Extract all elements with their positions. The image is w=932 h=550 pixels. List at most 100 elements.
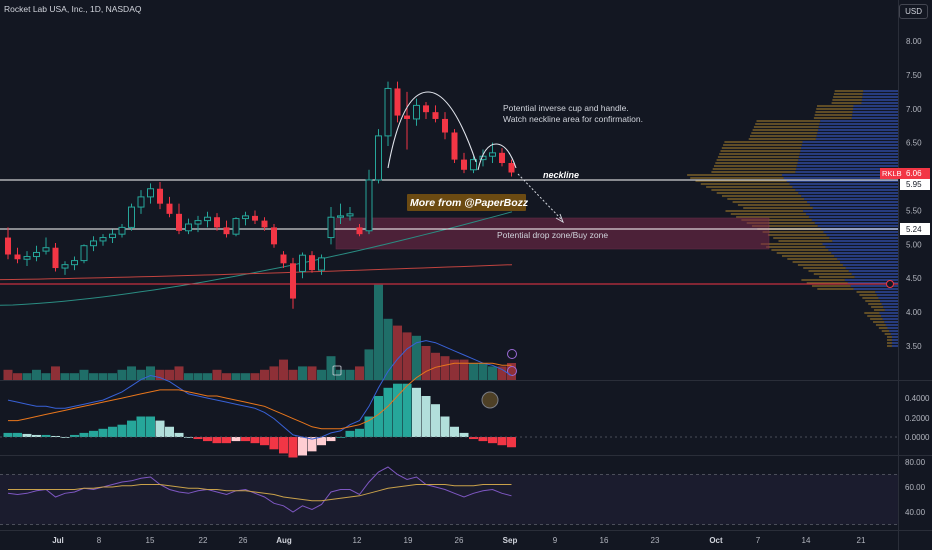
vp-bar-blue bbox=[879, 312, 898, 314]
vp-bar-blue bbox=[876, 294, 898, 296]
candle bbox=[185, 218, 192, 235]
candle-body bbox=[5, 237, 11, 255]
macd-hist-bar bbox=[136, 416, 146, 437]
vp-bar-blue bbox=[808, 216, 898, 218]
vp-bar-gold bbox=[833, 93, 863, 95]
candle-body bbox=[99, 237, 107, 242]
candle bbox=[147, 183, 154, 204]
candle-body bbox=[194, 220, 202, 225]
candle bbox=[242, 211, 249, 226]
vp-bar-blue bbox=[875, 291, 898, 293]
macd-hist-bar bbox=[402, 383, 412, 437]
macd-hist-bar bbox=[203, 437, 212, 442]
macd-hist-bar bbox=[174, 432, 184, 437]
vp-bar-blue bbox=[803, 210, 898, 212]
candle-body bbox=[461, 159, 467, 170]
vp-bar-blue bbox=[851, 273, 898, 275]
candle-body bbox=[252, 215, 258, 221]
candle bbox=[327, 207, 335, 245]
candle bbox=[176, 203, 182, 235]
candle-body bbox=[346, 213, 354, 217]
rsi-tick-label: 40.00 bbox=[905, 508, 926, 517]
candle-body bbox=[423, 105, 429, 113]
macd-hist-bar bbox=[459, 432, 469, 437]
time-tick-label: 26 bbox=[455, 536, 464, 545]
time-tick-label: 14 bbox=[802, 536, 811, 545]
candle bbox=[42, 237, 50, 255]
currency-button[interactable]: USD bbox=[899, 4, 928, 19]
candle bbox=[470, 156, 477, 174]
volume-bar bbox=[298, 366, 307, 380]
vp-bar-blue bbox=[796, 168, 898, 170]
macd-tick-label: 0.4000 bbox=[905, 394, 930, 403]
vp-bar-gold bbox=[874, 309, 885, 311]
volume-bar bbox=[250, 373, 260, 380]
price-tick-label: 5.50 bbox=[906, 206, 922, 215]
handle-arc bbox=[477, 143, 517, 171]
vp-bar-gold bbox=[767, 234, 827, 236]
candle bbox=[299, 252, 306, 279]
vp-bar-blue bbox=[812, 207, 898, 209]
vp-bar-gold bbox=[803, 267, 846, 269]
buy-zone bbox=[335, 217, 770, 250]
candles[interactable] bbox=[5, 81, 515, 309]
candle-body bbox=[128, 206, 135, 228]
vp-bar-gold bbox=[856, 291, 876, 293]
macd-hist-bar bbox=[497, 437, 507, 446]
time-tick-label: 7 bbox=[756, 536, 761, 545]
macd-pane bbox=[0, 340, 898, 458]
vp-bar-blue bbox=[783, 177, 898, 179]
candle bbox=[413, 98, 420, 126]
vp-bar-gold bbox=[776, 252, 832, 254]
ma-red-line bbox=[0, 264, 513, 281]
vp-bar-blue bbox=[800, 150, 898, 152]
vp-bar-blue bbox=[782, 174, 898, 176]
vp-bar-gold bbox=[787, 258, 838, 260]
volume-bar bbox=[212, 369, 222, 380]
vp-bar-blue bbox=[885, 324, 898, 326]
cup-text-line1: Potential inverse cup and handle. bbox=[503, 103, 629, 113]
macd-hist-bar bbox=[478, 437, 488, 442]
macd-hist-bar bbox=[51, 435, 60, 437]
vp-bar-gold bbox=[741, 219, 812, 221]
candle bbox=[71, 256, 78, 271]
candle bbox=[442, 112, 448, 140]
candle bbox=[99, 234, 107, 246]
vp-bar-gold bbox=[750, 135, 817, 137]
candle bbox=[137, 190, 145, 214]
volume-bar bbox=[60, 373, 70, 380]
volume-bar bbox=[374, 284, 383, 380]
vp-bar-gold bbox=[746, 222, 815, 224]
rsi-tick-label: 80.00 bbox=[905, 458, 926, 467]
vp-bar-blue bbox=[884, 309, 898, 311]
vp-bar-gold bbox=[834, 90, 864, 92]
candle bbox=[337, 203, 344, 224]
vp-bar-gold bbox=[813, 273, 852, 275]
candle bbox=[157, 181, 163, 210]
crossover-marker bbox=[481, 391, 499, 409]
vp-bar-gold bbox=[884, 333, 891, 335]
volume-bar bbox=[269, 366, 279, 380]
vp-bar-gold bbox=[887, 342, 892, 344]
volume-bar bbox=[317, 369, 326, 380]
macd-hist-bar bbox=[450, 426, 459, 437]
vp-bar-blue bbox=[804, 198, 898, 200]
vp-bar-blue bbox=[883, 306, 898, 308]
macd-hist-bar bbox=[212, 437, 222, 444]
candle bbox=[479, 149, 487, 167]
candle bbox=[365, 169, 373, 235]
price-tick-label: 6.50 bbox=[906, 139, 922, 148]
price-tick-label: 5.00 bbox=[906, 240, 922, 249]
candle-body bbox=[442, 118, 448, 133]
candle-body bbox=[261, 220, 268, 228]
promo-label: More from @PaperBozz bbox=[410, 197, 529, 209]
vp-bar-blue bbox=[796, 165, 898, 167]
vp-bar-blue bbox=[801, 147, 898, 149]
vp-bar-gold bbox=[773, 237, 830, 239]
price-tick-label: 7.50 bbox=[906, 71, 922, 80]
candle-body bbox=[499, 152, 505, 163]
level-tag-label: 5.24 bbox=[906, 225, 922, 234]
macd-hist-bar bbox=[326, 437, 336, 442]
volume-bar bbox=[478, 363, 488, 380]
